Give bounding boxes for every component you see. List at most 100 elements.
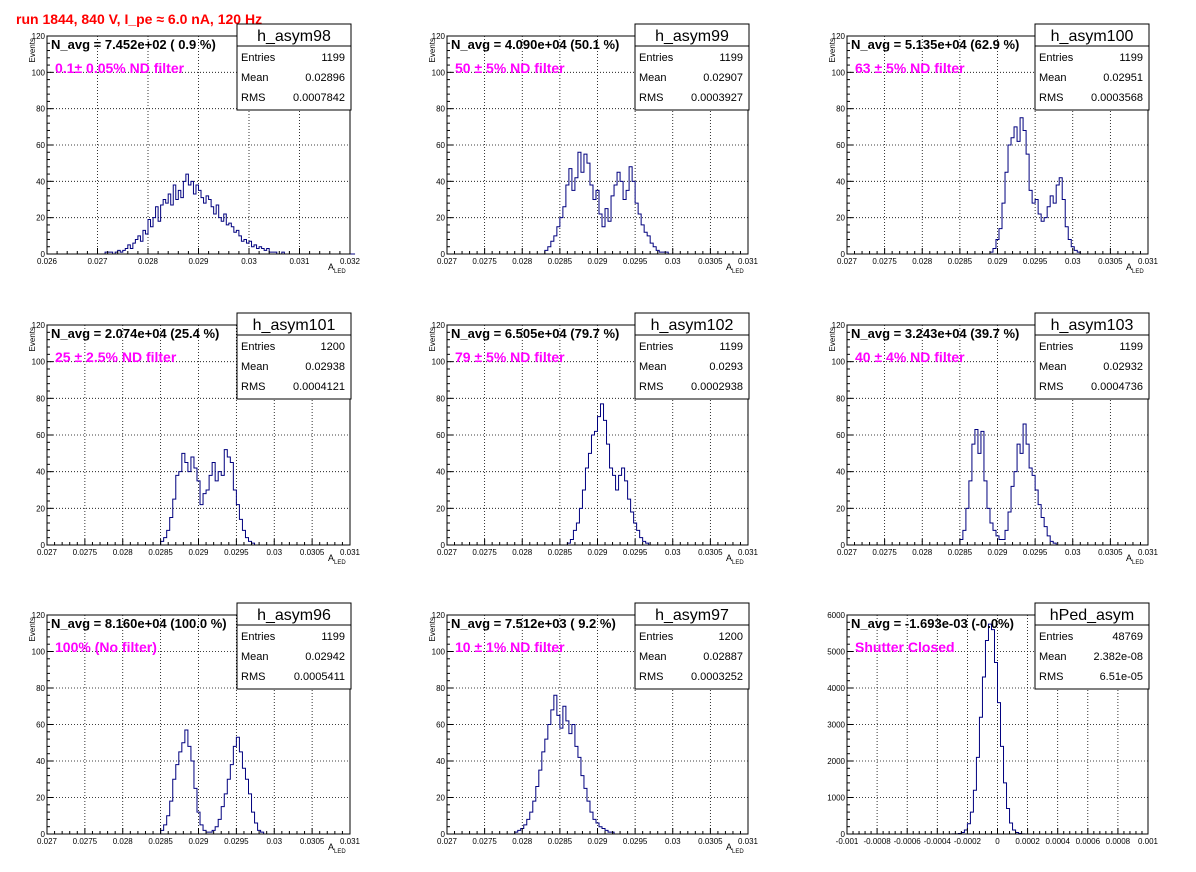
stats-value: 0.02951 — [1103, 72, 1143, 84]
filter-annotation: 40 ± 4% ND filter — [855, 349, 965, 365]
navg-label: N_avg = 3.243e+04 (39.7 %) — [851, 326, 1019, 341]
stats-key: Mean — [1039, 361, 1067, 373]
y-axis-title: Events — [428, 327, 437, 351]
stats-key: Entries — [241, 631, 276, 643]
y-tick-label: 60 — [36, 721, 45, 730]
x-tick-label: 0.0285 — [548, 257, 573, 266]
y-tick-label: 2000 — [827, 757, 845, 766]
y-tick-label: 0 — [841, 830, 846, 839]
navg-label: N_avg = 2.074e+04 (25.4 %) — [51, 326, 219, 341]
x-tick-label: 0.03 — [665, 257, 681, 266]
filter-annotation: 63 ± 5% ND filter — [855, 60, 965, 76]
x-tick-label: -0.001 — [836, 837, 859, 846]
x-tick-label: 0.0295 — [1023, 548, 1048, 557]
x-tick-label: 0.031 — [1138, 257, 1159, 266]
y-tick-label: 1000 — [827, 794, 845, 803]
x-tick-label: 0.029 — [188, 257, 209, 266]
stats-box — [236, 23, 352, 111]
stats-box — [634, 23, 750, 111]
x-tick-label: 0.0285 — [148, 548, 173, 557]
stats-key: RMS — [639, 92, 663, 104]
stats-box-title: h_asym98 — [257, 28, 331, 45]
stats-value: 0.0004736 — [1091, 381, 1143, 393]
x-tick-label: 0.0285 — [548, 837, 573, 846]
x-axis-title-subscript: LED — [732, 849, 744, 855]
y-tick-label: 20 — [36, 214, 45, 223]
stats-box-title: h_asym100 — [1051, 28, 1134, 45]
x-tick-label: 0.0305 — [698, 548, 723, 557]
y-axis-title: Events — [28, 38, 37, 62]
stats-key: Mean — [639, 72, 667, 84]
stats-box-title: h_asym102 — [651, 317, 734, 334]
chart-panel-h_asym103: 0.027 0.0275 0.028 0.0285 0.029 0.0295 0.03 0.0… — [828, 312, 1159, 566]
y-tick-label: 60 — [36, 431, 45, 440]
y-tick-label: 20 — [436, 504, 445, 513]
x-tick-label: 0.029 — [587, 548, 608, 557]
x-tick-label: 0.0295 — [1023, 257, 1048, 266]
y-tick-label: 0 — [841, 250, 846, 259]
stats-box — [634, 312, 750, 400]
x-axis-title-subscript: LED — [334, 849, 346, 855]
x-tick-label: 0.0275 — [73, 548, 98, 557]
stats-key: Mean — [241, 361, 269, 373]
stats-box — [634, 602, 750, 690]
stats-box-title: h_asym96 — [257, 607, 331, 624]
stats-box-title: h_asym101 — [253, 317, 336, 334]
x-tick-label: 0.027 — [37, 548, 58, 557]
histogram-series — [160, 729, 267, 835]
y-axis-title: Events — [828, 38, 837, 62]
histogram-series — [72, 173, 356, 255]
y-tick-label: 100 — [432, 648, 446, 657]
x-tick-label: 0.001 — [1138, 837, 1159, 846]
x-tick-label: 0.0285 — [948, 257, 973, 266]
navg-label: N_avg = 5.135e+04 (62.9 %) — [851, 37, 1019, 52]
x-tick-label: 0.027 — [837, 548, 858, 557]
y-axis-title: Events — [828, 327, 837, 351]
x-tick-label: 0.0295 — [623, 837, 648, 846]
x-tick-label: 0.029 — [188, 837, 209, 846]
x-tick-label: -0.0002 — [954, 837, 982, 846]
stats-key: Entries — [1039, 631, 1074, 643]
x-tick-label: 0.0285 — [148, 837, 173, 846]
filter-annotation: 100% (No filter) — [55, 639, 157, 655]
chart-panel-h_asym102: 0.027 0.0275 0.028 0.0285 0.029 0.0295 0.03 0.0… — [428, 312, 759, 566]
x-tick-label: 0.031 — [738, 257, 759, 266]
y-tick-label: 80 — [836, 394, 845, 403]
x-tick-label: 0.028 — [113, 837, 134, 846]
x-tick-label: 0.031 — [738, 837, 759, 846]
y-tick-label: 60 — [836, 141, 845, 150]
stats-value: 0.02938 — [305, 361, 345, 373]
x-tick-label: -0.0006 — [894, 837, 922, 846]
stats-value: 2.382e-08 — [1093, 651, 1143, 663]
x-tick-label: 0.031 — [738, 548, 759, 557]
x-tick-label: 0.029 — [987, 548, 1008, 557]
y-tick-label: 40 — [36, 468, 45, 477]
x-tick-label: 0 — [995, 837, 1000, 846]
x-tick-label: 0.03 — [1065, 548, 1081, 557]
y-tick-label: 40 — [36, 177, 45, 186]
x-tick-label: -0.0004 — [924, 837, 952, 846]
y-tick-label: 100 — [32, 68, 46, 77]
stats-key: Entries — [639, 631, 674, 643]
y-tick-label: 0 — [41, 250, 46, 259]
stats-value: 1200 — [719, 631, 743, 643]
y-tick-label: 80 — [36, 394, 45, 403]
y-tick-label: 0 — [41, 541, 46, 550]
y-tick-label: 60 — [436, 141, 445, 150]
y-tick-label: 80 — [36, 105, 45, 114]
x-tick-label: 0.028 — [512, 257, 533, 266]
x-tick-label: 0.0275 — [472, 837, 497, 846]
histogram-series — [566, 403, 652, 546]
y-tick-label: 100 — [432, 358, 446, 367]
stats-box — [1034, 312, 1150, 400]
navg-label: N_avg = 4.090e+04 (50.1 %) — [451, 37, 619, 52]
x-tick-label: 0.0285 — [548, 548, 573, 557]
stats-key: Mean — [241, 72, 269, 84]
x-tick-label: 0.028 — [512, 837, 533, 846]
stats-key: Entries — [1039, 52, 1074, 64]
stats-value: 1199 — [719, 341, 743, 353]
stats-key: Entries — [639, 52, 674, 64]
x-tick-label: 0.027 — [437, 548, 458, 557]
x-tick-label: 0.0305 — [1098, 548, 1123, 557]
